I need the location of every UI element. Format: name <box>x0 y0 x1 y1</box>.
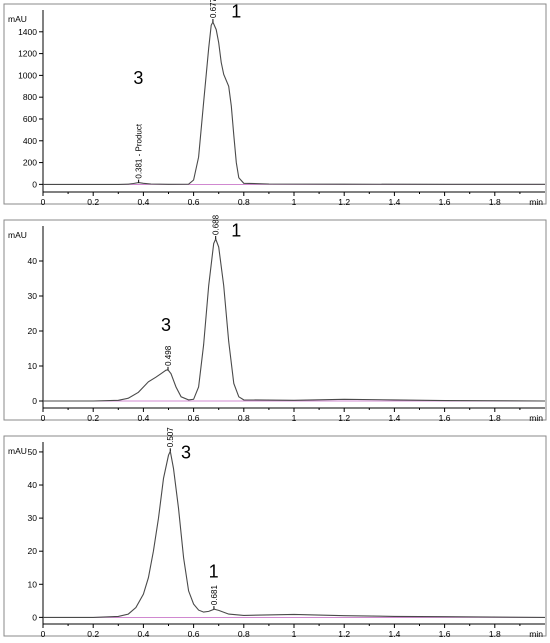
y-tick-label: 50 <box>28 447 38 457</box>
x-tick-label: 1 <box>292 413 297 423</box>
y-tick-label: 30 <box>28 513 38 523</box>
x-tick-label: 1.2 <box>338 413 350 423</box>
x-tick-label: 1.6 <box>439 197 451 207</box>
chromatogram-panel-3: 0 0.2 0.4 0.6 0.8 1 1.2 1.4 1.6 1.8 0 10 20 30 40 50mAU… <box>3 427 547 639</box>
peak-retention-label: 0.381 - Product <box>135 123 144 178</box>
y-tick-label: 10 <box>28 579 38 589</box>
x-tick-label: 0.8 <box>238 629 250 639</box>
x-tick-label: 1.2 <box>338 629 350 639</box>
x-tick-label: 1.6 <box>439 629 451 639</box>
x-unit-label: min <box>529 413 543 423</box>
y-tick-label: 800 <box>23 92 37 102</box>
chromatogram-trace <box>43 449 546 618</box>
chromatogram-panel-2: 0 0.2 0.4 0.6 0.8 1 1.2 1.4 1.6 1.8 0 10 20 30 40 mAU mi… <box>3 214 547 423</box>
peak-number-label: 3 <box>181 443 191 463</box>
y-tick-label: 10 <box>28 361 38 371</box>
y-tick-label: 600 <box>23 114 37 124</box>
x-tick-label: 1.6 <box>439 413 451 423</box>
x-tick-label: 0.6 <box>188 413 200 423</box>
x-tick-label: 1.4 <box>388 197 400 207</box>
y-tick-label: 200 <box>23 158 37 168</box>
x-tick-label: 0.2 <box>87 197 99 207</box>
y-unit-label: mAU <box>8 14 27 24</box>
x-tick-label: 0 <box>41 413 46 423</box>
panel-frame <box>3 3 547 205</box>
panel-frame <box>3 435 547 637</box>
peak-retention-label: 0.677 - Reactant <box>209 0 218 18</box>
x-tick-label: 1.4 <box>388 413 400 423</box>
peak-retention-label: 0.507 <box>166 427 175 448</box>
y-tick-label: 40 <box>28 480 38 490</box>
x-tick-label: 0.2 <box>87 413 99 423</box>
x-tick-label: 0.4 <box>137 413 149 423</box>
peak-number-label: 3 <box>161 315 171 335</box>
x-tick-label: 0.8 <box>238 413 250 423</box>
y-tick-label: 0 <box>32 612 37 622</box>
peak-retention-label: 0.688 <box>212 214 221 235</box>
x-tick-label: 0.6 <box>188 197 200 207</box>
panel-frame <box>3 219 547 421</box>
y-tick-label: 0 <box>32 396 37 406</box>
peak-retention-label: 0.681 <box>210 585 219 606</box>
y-tick-label: 400 <box>23 136 37 146</box>
peak-number-label: 1 <box>231 2 241 22</box>
chromatogram-trace <box>43 20 545 185</box>
x-tick-label: 0.8 <box>238 197 250 207</box>
x-tick-label: 1.8 <box>489 413 501 423</box>
x-tick-label: 1.8 <box>489 629 501 639</box>
chromatogram-trace <box>43 237 546 402</box>
y-tick-label: 1000 <box>18 70 37 80</box>
y-tick-label: 30 <box>28 291 38 301</box>
y-tick-label: 20 <box>28 326 38 336</box>
x-tick-label: 0.2 <box>87 629 99 639</box>
x-tick-label: 1 <box>292 629 297 639</box>
x-tick-label: 1 <box>292 197 297 207</box>
x-tick-label: 0.4 <box>137 197 149 207</box>
x-tick-label: 1.8 <box>489 197 501 207</box>
y-unit-label: mAU <box>8 230 27 240</box>
y-unit-label: mAU <box>8 446 27 456</box>
x-tick-label: 0 <box>41 197 46 207</box>
x-tick-label: 1.4 <box>388 629 400 639</box>
x-tick-label: 0.6 <box>188 629 200 639</box>
peak-number-label: 3 <box>133 68 143 88</box>
chromatogram-panel-1: 0 0.2 0.4 0.6 0.8 1 1.2 1.4 1.6 1.8 0 200 400 600 800 1… <box>3 0 547 207</box>
y-tick-label: 1400 <box>18 27 37 37</box>
x-tick-label: 0.4 <box>137 629 149 639</box>
y-tick-label: 40 <box>28 256 38 266</box>
peak-number-label: 1 <box>209 562 219 582</box>
x-unit-label: min <box>529 629 543 639</box>
x-unit-label: min <box>529 197 543 207</box>
x-tick-label: 0 <box>41 629 46 639</box>
y-tick-label: 1200 <box>18 49 37 59</box>
peak-retention-label: 0.498 <box>164 345 173 366</box>
y-tick-label: 0 <box>32 179 37 189</box>
x-tick-label: 1.2 <box>338 197 350 207</box>
y-tick-label: 20 <box>28 546 38 556</box>
peak-number-label: 1 <box>231 221 241 241</box>
